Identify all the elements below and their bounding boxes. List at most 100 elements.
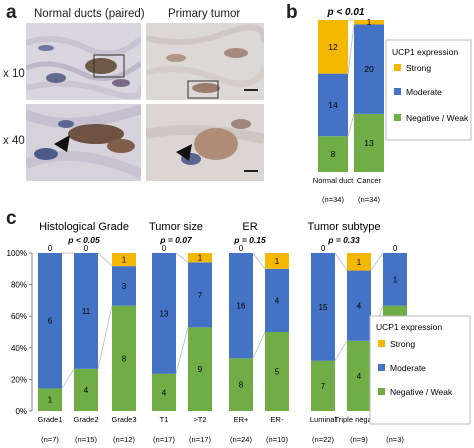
panel-b-letter: b [286, 2, 298, 23]
row-label-x10: x 10 [3, 68, 25, 80]
bar-c-label: 1 [393, 275, 398, 284]
legend-swatch-strong [394, 64, 401, 71]
bar-b-1-negative [354, 113, 384, 172]
connector-line [347, 24, 355, 74]
connector-line [252, 331, 266, 359]
group-title: ER [242, 221, 257, 233]
bar-c-label: 0 [48, 244, 53, 253]
tick-sub-c: (n=15) [75, 435, 97, 444]
bar-c-moderate [112, 266, 136, 306]
bar-c-label: 4 [357, 372, 362, 381]
tick-sub-c: (n=24) [230, 435, 252, 444]
bar-b-label: 20 [364, 64, 374, 74]
bar-c-label: 1 [275, 257, 280, 266]
legend-swatch-negative [378, 388, 385, 395]
tick-sub-b: (n=34) [322, 195, 344, 204]
tick-label-c: Grade3 [111, 415, 136, 424]
group-pvalue: p = 0.33 [327, 235, 360, 245]
bar-c-moderate [188, 262, 212, 328]
tick-sub-c: (n=17) [189, 435, 211, 444]
connector-line [175, 252, 189, 263]
bar-c-label: 1 [48, 396, 53, 405]
tick-sub-c: (n=22) [312, 435, 334, 444]
tick-label-c: ER+ [234, 415, 249, 424]
group-title: Tumor size [149, 221, 203, 233]
bar-b-label: 12 [328, 42, 338, 52]
tick-sub-c: (n=12) [113, 435, 135, 444]
bar-b-0-negative [318, 136, 348, 172]
chart-c-legend [369, 315, 471, 425]
bar-c-negative [188, 327, 212, 411]
bar-c-label: 0 [393, 244, 398, 253]
bar-c-strong [347, 253, 371, 271]
chart-c: 0%20%40%60%80%100% 160Grade1(n=7)4110Gra… [7, 221, 471, 444]
chart-c-legend-title: UCP1 expression [376, 322, 442, 332]
bar-c-label: 4 [275, 296, 280, 305]
bar-b-1-strong [354, 20, 384, 25]
tick-label-c: Triple negative [335, 415, 384, 424]
tick-label-c: Grade2 [73, 415, 98, 424]
bar-c-negative [112, 305, 136, 411]
bar-c-label: 1 [198, 254, 203, 263]
connector-line [347, 113, 355, 137]
y-tick-label: 20% [11, 375, 27, 384]
bar-c-label: 8 [239, 381, 244, 390]
connector-line [334, 340, 348, 361]
micrograph-normal-x10 [26, 23, 141, 100]
tick-label-c: T1 [160, 415, 169, 424]
micrograph-tumor-x10 [146, 23, 264, 100]
bar-b-0-moderate [318, 73, 348, 137]
tick-sub-c: (n=17) [153, 435, 175, 444]
tick-sub-c: (n=9) [350, 435, 368, 444]
col-label-normal-ducts: Normal ducts (paired) [34, 8, 145, 20]
legend-swatch-negative [394, 114, 401, 121]
bar-b-1-moderate [354, 24, 384, 114]
legend-label-negative: Negative / Weak [390, 387, 453, 397]
y-tick-label: 80% [11, 281, 27, 290]
bar-c-label: 4 [162, 388, 167, 397]
tick-label-c: ER- [271, 415, 284, 424]
bar-c-label: 0 [239, 244, 244, 253]
bar-b-label: 14 [328, 100, 338, 110]
bar-c-moderate [383, 253, 407, 306]
micrograph-normal-x40 [26, 104, 141, 181]
panel-a-letter: a [6, 2, 17, 23]
connector-line [97, 252, 113, 267]
bar-c-moderate [152, 253, 176, 374]
bar-c-moderate [347, 270, 371, 341]
bar-c-negative [38, 388, 62, 411]
bar-c-negative [311, 360, 335, 411]
connector-line [252, 252, 266, 270]
bar-b-label: 1 [367, 17, 372, 27]
row-label-x40: x 40 [3, 135, 25, 147]
bar-c-strong [188, 253, 212, 263]
connector-line [175, 327, 189, 374]
bar-c-moderate [311, 253, 335, 361]
micrograph-tumor-x40 [146, 104, 264, 181]
bar-c-strong [265, 253, 289, 269]
legend-label-moderate: Moderate [406, 87, 442, 97]
y-tick-label: 0% [15, 407, 27, 416]
bar-c-label: 1 [357, 258, 362, 267]
tick-label-c: Grade1 [37, 415, 62, 424]
tick-sub-c: (n=10) [266, 435, 288, 444]
connector-line [334, 252, 348, 271]
legend-swatch-strong [378, 340, 385, 347]
tick-sub-c: (n=3) [386, 435, 404, 444]
bar-c-strong [112, 253, 136, 267]
legend-swatch-moderate [394, 88, 401, 95]
bar-c-moderate [265, 268, 289, 332]
tick-sub-b: (n=34) [358, 195, 380, 204]
bar-c-label: 7 [198, 291, 203, 300]
legend-label-moderate: Moderate [390, 363, 426, 373]
connector-line [97, 305, 113, 369]
tick-label-b: Normal duct [313, 176, 354, 185]
bar-c-label: 8 [122, 354, 127, 363]
bar-c-negative [152, 373, 176, 411]
legend-label-strong: Strong [406, 63, 431, 73]
bar-c-moderate [38, 253, 62, 389]
bar-c-negative [74, 368, 98, 411]
bar-c-label: 6 [48, 317, 53, 326]
tick-label-b: Cancer [357, 176, 382, 185]
